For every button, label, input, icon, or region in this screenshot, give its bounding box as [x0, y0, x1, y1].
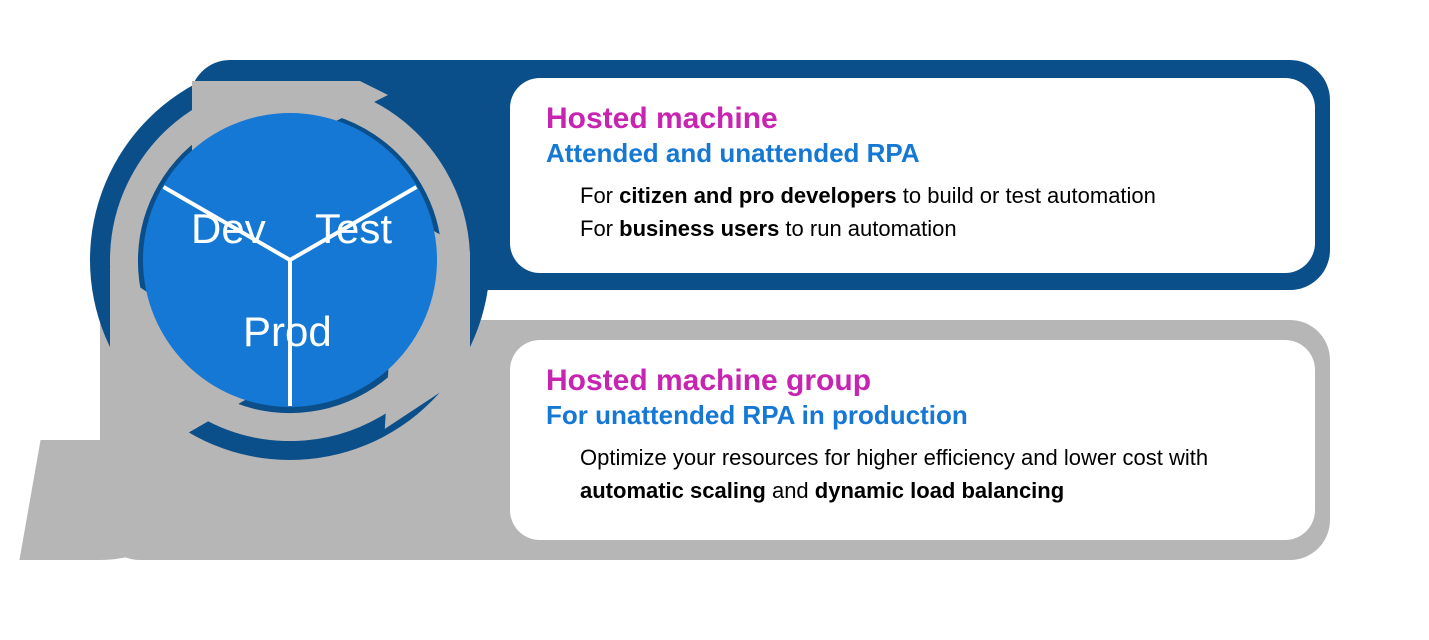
segment-label-dev: Dev	[191, 205, 266, 253]
diagram-stage: Hosted machine Attended and unattended R…	[70, 60, 1350, 600]
card-title: Hosted machine	[546, 102, 1279, 136]
card-line-1: For citizen and pro developers to build …	[580, 179, 1279, 212]
lifecycle-inner-circle: Dev Test Prod	[143, 113, 437, 407]
card-subtitle: Attended and unattended RPA	[546, 138, 1279, 169]
segment-label-prod: Prod	[243, 308, 332, 356]
card-line-1: Optimize your resources for higher effic…	[580, 441, 1279, 507]
segment-label-test: Test	[315, 205, 392, 253]
card-line-2: For business users to run automation	[580, 212, 1279, 245]
card-title: Hosted machine group	[546, 364, 1279, 398]
lifecycle-circle: Dev Test Prod	[90, 60, 490, 460]
card-hosted-machine-group: Hosted machine group For unattended RPA …	[510, 340, 1315, 540]
card-hosted-machine: Hosted machine Attended and unattended R…	[510, 78, 1315, 273]
card-subtitle: For unattended RPA in production	[546, 400, 1279, 431]
